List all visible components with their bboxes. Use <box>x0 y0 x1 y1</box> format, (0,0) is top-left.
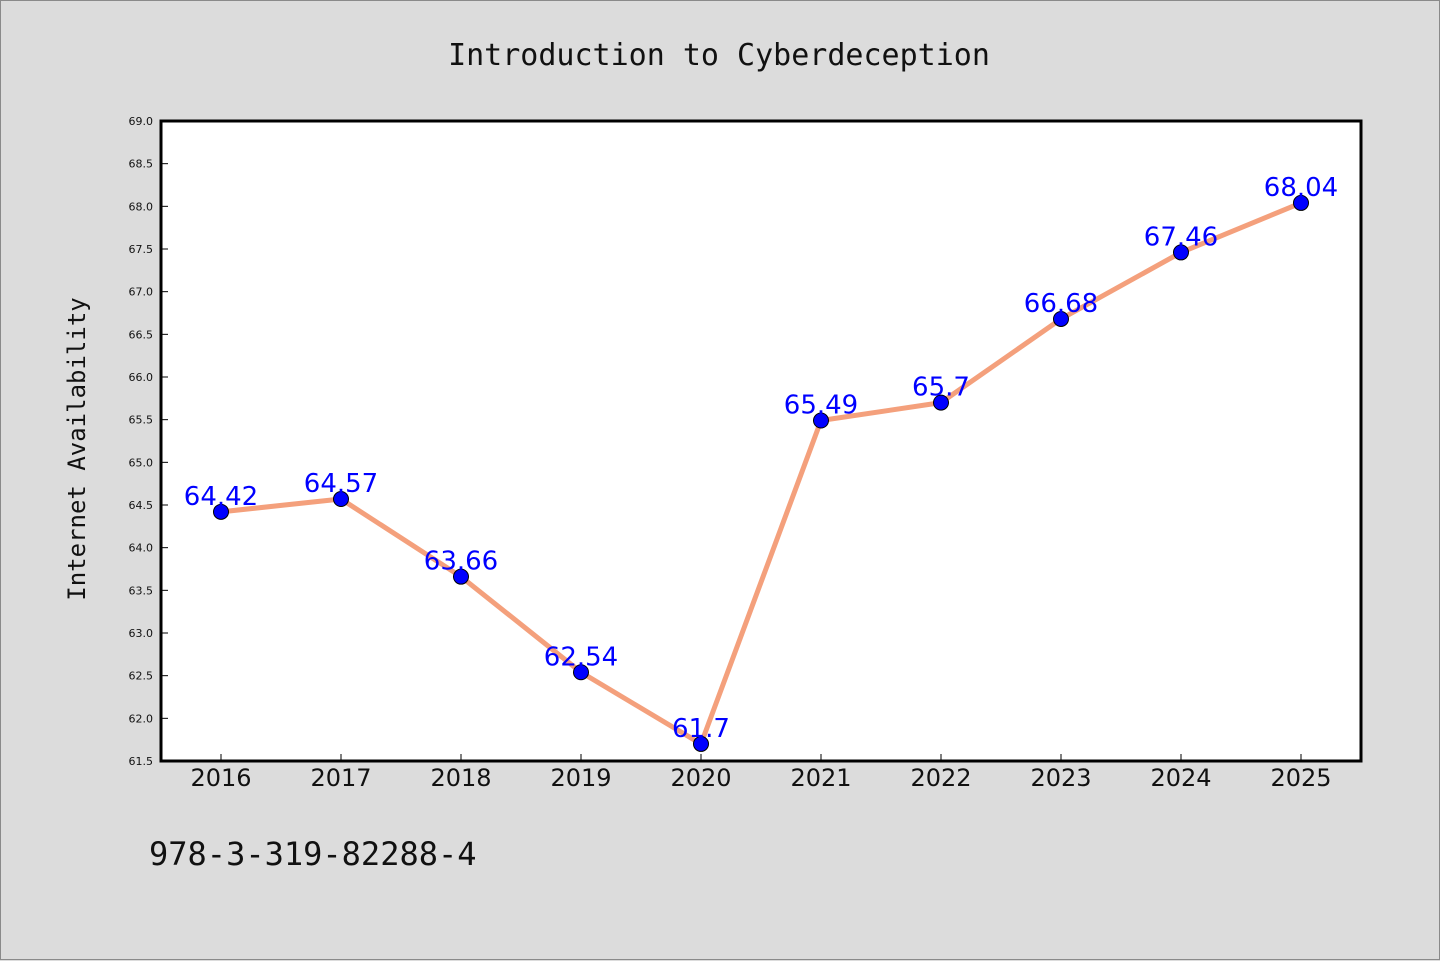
y-tick-label: 63.5 <box>129 584 154 597</box>
data-point-label: 63.66 <box>424 547 498 577</box>
y-tick-label: 65.0 <box>129 456 154 469</box>
data-point-marker <box>573 664 589 681</box>
data-point-label: 62.54 <box>544 642 618 672</box>
data-point-label: 67.46 <box>1144 222 1218 252</box>
data-point-marker <box>333 491 349 508</box>
series-markers-group <box>213 194 1309 752</box>
plot-area <box>159 119 1363 763</box>
data-labels-group: 64.42 64.57 63.66 62.54 61.7 65.49 65.7 66.68 67… <box>184 173 1338 744</box>
x-tick-label: 2024 <box>1150 764 1211 792</box>
y-axis-label: Internet Availability <box>63 297 91 600</box>
x-tick-label: 2022 <box>910 764 971 792</box>
y-tick-label: 61.5 <box>129 755 154 768</box>
y-tick-label: 62.0 <box>129 712 154 725</box>
data-point-label: 68.04 <box>1264 173 1338 203</box>
x-tick-label: 2023 <box>1030 764 1091 792</box>
data-point-marker <box>813 412 829 429</box>
data-point-marker <box>213 503 229 520</box>
chart-title: Introduction to Cyberdeception <box>448 38 990 73</box>
y-tick-label: 66.5 <box>129 328 154 341</box>
y-tick-label: 64.5 <box>129 499 154 512</box>
data-point-label: 64.42 <box>184 482 258 512</box>
y-tick-label: 63.0 <box>129 627 154 640</box>
x-tick-label: 2018 <box>430 764 491 792</box>
y-tick-label: 67.0 <box>129 286 154 299</box>
data-point-marker <box>1293 194 1309 211</box>
data-point-marker <box>1053 310 1069 327</box>
series-line <box>218 200 1304 747</box>
y-tick-label: 67.5 <box>129 243 154 256</box>
data-point-label: 66.68 <box>1024 289 1098 319</box>
y-tick-label: 69.0 <box>129 115 154 128</box>
x-tick-label: 2017 <box>310 764 371 792</box>
x-tick-label: 2021 <box>790 764 851 792</box>
x-tick-label: 2016 <box>190 764 251 792</box>
y-tick-label: 68.5 <box>129 158 154 171</box>
y-tick-label: 68.0 <box>129 200 154 213</box>
y-tick-label: 66.0 <box>129 371 154 384</box>
data-point-marker <box>453 568 469 585</box>
y-tick-label: 62.5 <box>129 670 154 683</box>
x-tick-label: 2025 <box>1270 764 1331 792</box>
isbn-footer: 978-3-319-82288-4 <box>149 835 477 873</box>
x-tick-label: 2020 <box>670 764 731 792</box>
y-tick-label: 64.0 <box>129 542 154 555</box>
y-tick-label: 65.5 <box>129 414 154 427</box>
x-axis: 2016 2017 2018 2019 2020 2021 2022 2023 2024 2025 <box>190 754 1332 792</box>
data-point-label: 61.7 <box>672 714 730 744</box>
data-point-label: 64.57 <box>304 469 378 499</box>
data-point-marker <box>1173 244 1189 261</box>
series-line-group <box>218 200 1304 747</box>
y-axis: 61.5 62.0 62.5 63.0 63.5 64.0 64.5 65.0 65.5 66.0… <box>129 115 168 768</box>
data-point-marker <box>933 394 949 411</box>
data-point-marker <box>693 735 709 752</box>
x-tick-label: 2019 <box>550 764 611 792</box>
data-point-label: 65.7 <box>912 373 970 403</box>
data-point-label: 65.49 <box>784 391 858 421</box>
